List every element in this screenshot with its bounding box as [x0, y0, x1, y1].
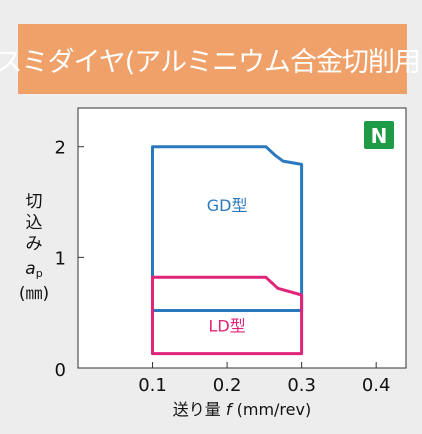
y-title-char: み — [26, 234, 43, 254]
y-title-symbol: ap — [25, 259, 42, 280]
y-title-char: 込 — [26, 213, 43, 233]
region-label-ld: LD型 — [208, 316, 245, 335]
ticks-layer: 0.1 0.2 0.3 0.4 0 1 2 — [55, 138, 391, 396]
header-title: スミダイヤ(アルミニウム合金切削用) — [0, 46, 422, 78]
x-axis-title: 送り量 f (mm/rev) — [173, 400, 311, 419]
badge-label: N — [371, 124, 388, 148]
y-tick-label: 2 — [55, 138, 66, 159]
badge-n: N — [364, 121, 394, 149]
y-title-char: 切 — [26, 192, 43, 212]
x-tick-label: 0.3 — [287, 375, 316, 396]
region-ld — [151, 275, 304, 356]
region-label-gd: GD型 — [207, 196, 248, 215]
x-tick-label: 0.1 — [138, 375, 167, 396]
y-title-unit: (㎜) — [19, 284, 49, 304]
y-tick-label: 1 — [55, 248, 66, 269]
region-gd — [151, 145, 304, 312]
y-axis-title: 切込み ap (㎜) — [19, 192, 49, 304]
regions-layer: GD型 LD型 — [151, 145, 304, 356]
y-tick-label: 0 — [55, 360, 66, 381]
plot-frame — [77, 107, 407, 369]
x-tick-label: 0.4 — [362, 375, 391, 396]
chart-header: スミダイヤ(アルミニウム合金切削用) — [0, 24, 422, 94]
badge-box — [364, 121, 394, 149]
x-tick-label: 0.2 — [213, 375, 242, 396]
